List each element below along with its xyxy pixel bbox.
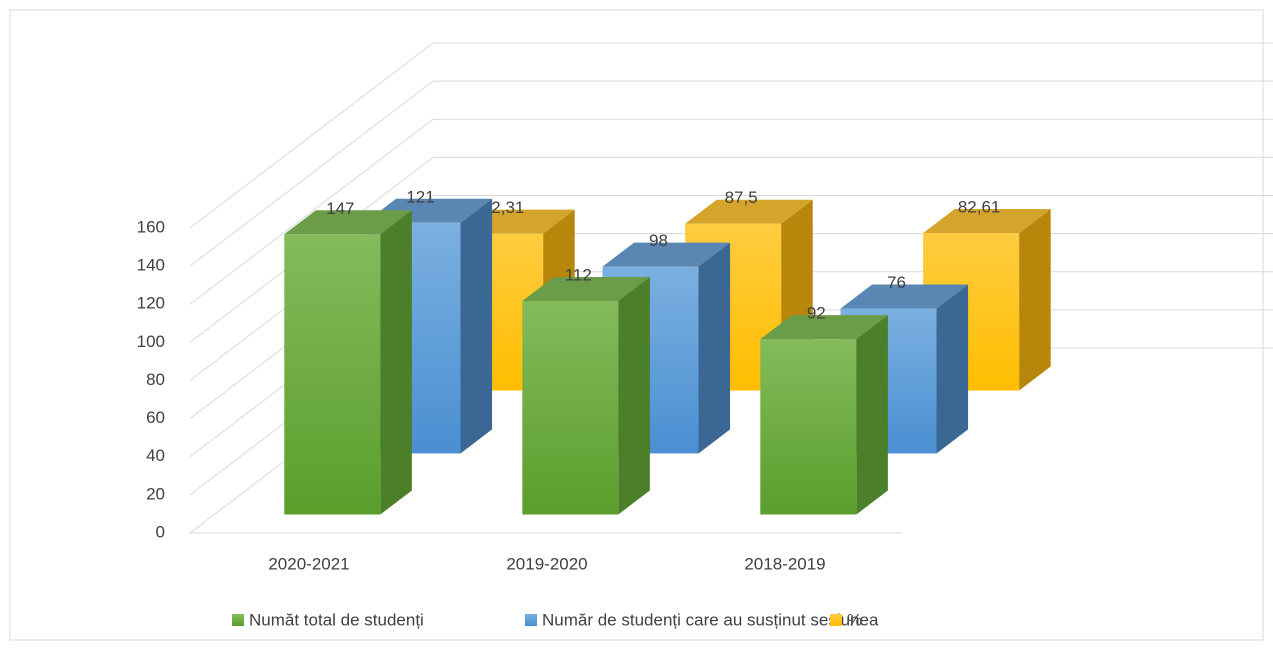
y-tick-label: 20 [146,484,165,503]
bar-top [760,315,888,340]
legend-swatch [525,614,537,626]
data-label: 92 [807,304,826,323]
data-label: 76 [887,273,906,292]
y-tick-label: 160 [137,217,165,236]
bar-top [685,199,813,224]
data-label: 87,5 [725,188,758,207]
legend-swatch [232,614,244,626]
bar-top [923,209,1051,234]
bar-side [1019,209,1051,391]
bar-top [840,284,969,309]
bar-top [602,242,731,267]
y-tick-label: 40 [146,446,165,465]
legend-label: Număr de studenți care au susținut sesiu… [542,610,879,629]
data-label: 82,61 [958,198,1001,217]
y-tick-label: 80 [146,370,165,389]
y-tick-label: 120 [137,294,165,313]
grid-line [189,42,434,229]
bar-top [522,276,650,301]
y-tick-label: 60 [146,408,165,427]
legend-label: % [847,610,862,629]
bar-top [284,210,412,235]
data-label: 98 [649,231,668,250]
grid-line [189,118,434,305]
x-tick-label: 2019-2020 [506,554,587,573]
legend-swatch [830,614,842,626]
data-label: 82,31 [482,198,525,217]
bar [522,301,619,515]
y-tick-label: 0 [156,522,165,541]
x-tick-label: 2020-2021 [268,554,349,573]
x-tick-label: 2018-2019 [744,554,825,573]
bar-side [618,276,650,515]
bar [284,234,381,515]
legend-label: Număt total de studenți [249,610,424,629]
bar-side [936,284,969,454]
grid-line [189,80,434,267]
bar-side [380,210,412,515]
bar [760,339,857,515]
data-label: 112 [565,265,592,284]
data-label: 147 [326,199,354,218]
bar-side [460,198,493,454]
bar-side [698,242,731,454]
bar-side [856,315,888,515]
y-tick-label: 140 [137,256,165,275]
y-tick-label: 100 [137,332,165,351]
data-label: 121 [406,187,434,206]
